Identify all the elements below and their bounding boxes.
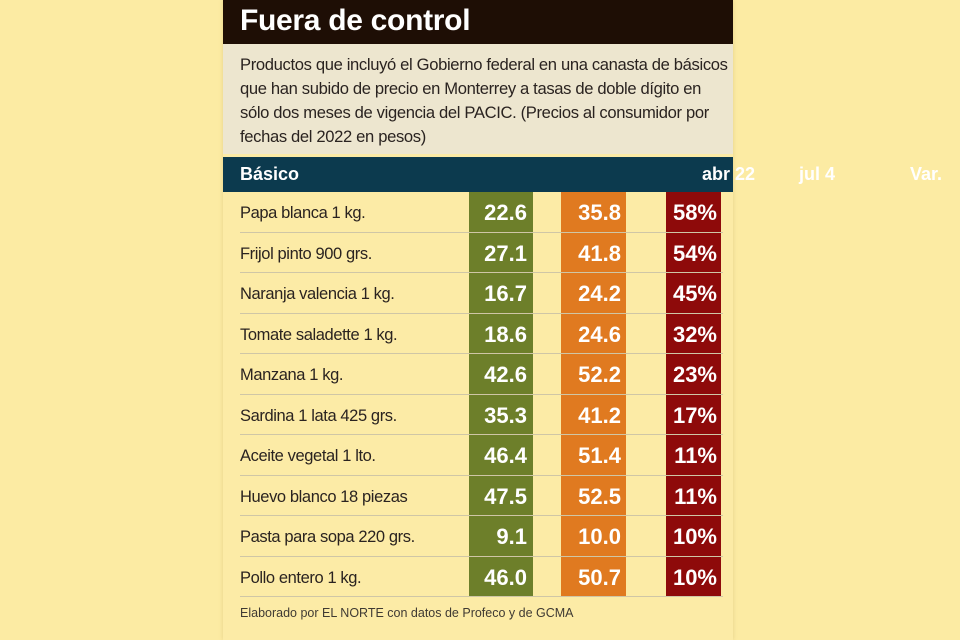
price-abr-22: 35.3 [484,402,527,428]
table-header: Básico abr 22 jul 4 Var. [223,157,942,192]
product-name: Sardina 1 lata 425 grs. [240,406,397,425]
price-jul-4: 51.4 [578,443,621,468]
product-name: Pollo entero 1 kg. [240,568,362,587]
header-basico: Básico [240,164,300,184]
variation-percent: 23% [672,362,717,387]
price-abr-22: 47.5 [484,483,527,509]
title-bar: Fuera de control [223,0,733,44]
price-jul-4: 52.5 [578,483,621,509]
price-jul-4: 24.6 [578,321,621,347]
price-jul-4: 52.2 [578,362,621,387]
variation-percent: 11% [674,443,717,468]
row-divider [240,474,723,476]
row-divider [240,515,723,516]
var-column-band [666,192,721,597]
variation-percent: 54% [672,240,717,266]
table-row: Manzana 1 kg. 42.6 52.2 23% [223,354,733,395]
price-jul-4: 41.8 [578,240,621,266]
price-jul-4: 24.2 [578,281,621,306]
table-row: Frijol pinto 900 grs. 27.1 41.8 54% [223,233,733,273]
price-abr-22: 42.6 [484,362,527,387]
row-divider [240,393,723,395]
variation-percent: 11% [674,483,717,509]
product-name: Papa blanca 1 kg. [240,204,366,222]
row-divider [240,353,723,354]
variation-percent: 10% [672,524,717,549]
price-abr-22: 18.6 [484,321,527,347]
row-divider [240,231,723,233]
product-name: Huevo blanco 18 piezas [240,487,408,506]
table-row: Pollo entero 1 kg. 46.0 50.7 10% [223,557,733,597]
variation-percent: 58% [672,200,717,225]
price-abr-22: 46.0 [484,564,527,590]
variation-percent: 17% [672,402,717,428]
header-abr-22: abr 22 [701,164,755,184]
table-row: Sardina 1 lata 425 grs. 35.3 41.2 17% [223,395,733,435]
infographic-panel: Fuera de control Productos que incluyó e… [223,0,942,640]
jul-column-band [561,192,626,597]
infographic-title: Fuera de control [240,4,471,37]
row-divider [240,596,723,597]
price-abr-22: 46.4 [484,443,527,468]
table-row: Tomate saladette 1 kg. 18.6 24.6 32% [223,314,733,354]
price-abr-22: 22.6 [484,200,527,225]
abr-column-band [469,192,533,597]
product-name: Naranja valencia 1 kg. [240,285,395,303]
source-note: Elaborado por EL NORTE con datos de Prof… [240,606,574,620]
product-name: Aceite vegetal 1 lto. [240,447,376,465]
price-abr-22: 16.7 [484,281,527,306]
table-row: Pasta para sopa 220 grs. 9.1 10.0 10% [223,516,733,557]
row-divider [240,434,723,435]
table-row: Huevo blanco 18 piezas 47.5 52.5 11% [223,476,733,516]
intro-box: Productos que incluyó el Gobierno federa… [223,44,733,154]
product-name: Manzana 1 kg. [240,366,344,384]
price-jul-4: 41.2 [578,402,621,428]
table-row: Naranja valencia 1 kg. 16.7 24.2 45% [223,273,733,314]
table-row: Aceite vegetal 1 lto. 46.4 51.4 11% [223,435,733,476]
header-jul-4: jul 4 [798,164,835,184]
price-jul-4: 50.7 [578,564,621,590]
row-divider [240,312,723,314]
price-abr-22: 27.1 [484,240,527,266]
product-name: Tomate saladette 1 kg. [240,325,398,344]
intro-text: Productos que incluyó el Gobierno federa… [240,55,728,146]
table-row: Papa blanca 1 kg. 22.6 35.8 58% [223,192,733,233]
price-jul-4: 10.0 [578,524,621,549]
row-divider [240,555,723,557]
price-abr-22: 9.1 [496,524,527,549]
product-name: Pasta para sopa 220 grs. [240,528,415,546]
product-name: Frijol pinto 900 grs. [240,244,372,263]
variation-percent: 10% [672,564,717,590]
variation-percent: 45% [672,281,717,306]
row-divider [240,272,723,273]
header-var: Var. [909,164,942,184]
price-jul-4: 35.8 [578,200,621,225]
variation-percent: 32% [672,321,717,347]
